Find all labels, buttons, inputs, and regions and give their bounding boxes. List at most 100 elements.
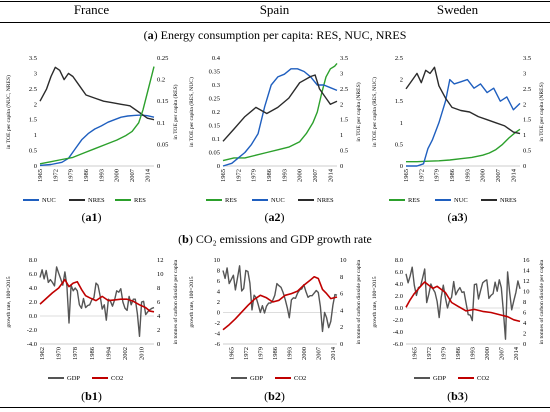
series-line-nres bbox=[222, 74, 338, 142]
y-right-tick-label: 10 bbox=[340, 257, 347, 264]
y-right-axis-label: in TOE per capita (NRES) bbox=[355, 82, 362, 141]
y-right-tick-label: 0.15 bbox=[157, 98, 168, 105]
y-left-axis-label: in TOE per capita (RES, NUC) bbox=[371, 77, 378, 147]
y-right-tick-label: 0.2 bbox=[157, 77, 165, 84]
series-line-nuc bbox=[39, 114, 155, 167]
row-b-letter: b bbox=[182, 232, 189, 246]
top-rule bbox=[0, 1, 550, 2]
x-tick-label: 1972 bbox=[426, 347, 433, 360]
panel-label-letter: a bbox=[85, 210, 92, 224]
panel-label-letter: b bbox=[85, 389, 92, 403]
x-tick-label: 2007 bbox=[498, 346, 505, 360]
y-left-tick-label: -4.0 bbox=[27, 341, 37, 348]
panel-label-number: 2 bbox=[274, 389, 281, 403]
y-right-tick-label: 0.5 bbox=[523, 148, 531, 155]
x-tick-label: 1986 bbox=[83, 168, 90, 182]
x-tick-label: 1979 bbox=[251, 169, 258, 182]
row-a-title: (a) Energy consumption per capita: RES, … bbox=[143, 28, 407, 42]
bottom-rule bbox=[0, 407, 550, 408]
x-tick-label: 2014 bbox=[510, 168, 517, 182]
y-right-tick-label: 3 bbox=[523, 70, 526, 77]
y-right-tick-label: 2 bbox=[157, 327, 160, 334]
y-right-axis-label: in tonnes of carbon dioxide per capita bbox=[538, 259, 545, 344]
y-left-tick-label: 8.0 bbox=[29, 257, 37, 264]
series-line-res bbox=[222, 62, 338, 162]
panel-label-number: 3 bbox=[457, 210, 464, 224]
legend-label-gdp: GDP bbox=[433, 375, 446, 382]
y-left-tick-label: 2.5 bbox=[29, 86, 37, 93]
y-right-axis-label: in TOE per capita (NRES) bbox=[538, 82, 545, 141]
chart-a2: 0 0.05 0.1 0.15 0.2 0.25 0.3 0.35 0.4 0 0.5 1 1.5 2 2.… bbox=[188, 55, 362, 204]
y-right-tick-label: 3.5 bbox=[523, 55, 531, 62]
y-left-tick-label: -6 bbox=[215, 341, 221, 348]
y-left-tick-label: -4.0 bbox=[393, 329, 403, 336]
y-right-tick-label: 1 bbox=[523, 132, 526, 139]
x-tick-label: 2014 bbox=[330, 346, 337, 360]
y-left-tick-label: 0 bbox=[34, 163, 37, 170]
y-left-tick-label: 2.5 bbox=[395, 55, 403, 62]
y-left-tick-label: 1 bbox=[34, 132, 37, 139]
y-right-tick-label: 3.5 bbox=[340, 55, 348, 62]
y-right-tick-label: 0.25 bbox=[157, 55, 168, 62]
y-right-tick-label: 1.5 bbox=[340, 117, 348, 124]
series-line-nres bbox=[405, 66, 521, 135]
y-right-tick-label: 4 bbox=[340, 307, 344, 314]
series-line-res bbox=[406, 128, 521, 163]
y-right-axis-label: in tonnes of carbon dioxide per capita bbox=[172, 259, 179, 344]
y-left-tick-label: 0.0 bbox=[395, 305, 403, 312]
x-tick-label: 1986 bbox=[272, 346, 279, 360]
y-right-tick-label: 0 bbox=[523, 163, 526, 170]
x-tick-label: 1972 bbox=[243, 347, 250, 360]
y-left-tick-label: 10 bbox=[214, 257, 221, 264]
y-left-axis-label: in TOE per capita (NUC, NRES) bbox=[5, 75, 12, 149]
x-tick-label: 1994 bbox=[105, 346, 112, 360]
panel-label-letter: a bbox=[268, 210, 275, 224]
y-right-tick-label: 2 bbox=[523, 101, 526, 108]
series-line-gdp bbox=[39, 266, 155, 338]
legend-label-gdp: GDP bbox=[67, 375, 80, 382]
y-left-tick-label: 2.0 bbox=[395, 293, 403, 300]
legend-label-co2: CO2 bbox=[477, 375, 489, 382]
y-left-tick-label: 1.5 bbox=[395, 98, 403, 105]
y-left-axis-label: growth rate, 100=2015 bbox=[372, 276, 378, 327]
x-tick-label: 1993 bbox=[98, 169, 105, 182]
panel-label-number: 2 bbox=[274, 210, 281, 224]
y-right-tick-label: 8 bbox=[340, 274, 343, 281]
y-left-tick-label: 8.0 bbox=[395, 257, 403, 264]
legend-label-nres: NRES bbox=[317, 197, 334, 204]
x-tick-label: 2014 bbox=[144, 168, 151, 182]
legend-label-res: RES bbox=[134, 197, 146, 204]
x-tick-label: 2000 bbox=[480, 169, 487, 182]
y-left-tick-label: 0.25 bbox=[209, 96, 220, 103]
y-left-tick-label: 6 bbox=[217, 278, 221, 285]
y-right-tick-label: 16 bbox=[523, 257, 530, 264]
y-left-tick-label: 0.1 bbox=[212, 136, 220, 143]
y-left-tick-label: 2.0 bbox=[29, 299, 37, 306]
x-tick-label: 1993 bbox=[469, 347, 476, 360]
y-right-tick-label: 12 bbox=[523, 278, 530, 285]
country-header-spain: Spain bbox=[259, 2, 290, 17]
y-right-axis-label: in tonnes of carbon dioxide per capita bbox=[355, 259, 362, 344]
y-left-tick-label: 2 bbox=[217, 299, 220, 306]
x-tick-label: 2000 bbox=[484, 347, 491, 360]
legend-label-nuc: NUC bbox=[454, 197, 468, 204]
x-tick-label: 1972 bbox=[52, 169, 59, 182]
x-tick-label: 2002 bbox=[122, 347, 129, 360]
x-tick-label: 1978 bbox=[72, 347, 79, 360]
y-left-axis-label: growth rate, 100=2015 bbox=[6, 276, 12, 327]
y-left-tick-label: 0.05 bbox=[209, 150, 220, 157]
y-left-tick-label: 2 bbox=[400, 77, 403, 84]
y-right-tick-label: 0.05 bbox=[157, 141, 168, 148]
chart-b3: -6.0 -4.0 -2.0 0.0 2.0 4.0 6.0 8.0 0 2 4 6 8 10 12 14 16… bbox=[372, 257, 545, 382]
x-tick-label: 1965 bbox=[403, 169, 410, 182]
series-line-nres bbox=[39, 66, 155, 121]
x-tick-label: 1970 bbox=[56, 347, 63, 360]
series-line-co2 bbox=[222, 275, 338, 331]
y-right-tick-label: 1.5 bbox=[523, 117, 531, 124]
panel-label-number: 3 bbox=[457, 389, 464, 403]
y-right-tick-label: 12 bbox=[157, 257, 164, 264]
legend-label-res: RES bbox=[225, 197, 237, 204]
y-right-tick-label: 4 bbox=[523, 320, 527, 327]
y-right-tick-label: 2 bbox=[340, 324, 343, 331]
x-tick-label: 2007 bbox=[315, 346, 322, 360]
